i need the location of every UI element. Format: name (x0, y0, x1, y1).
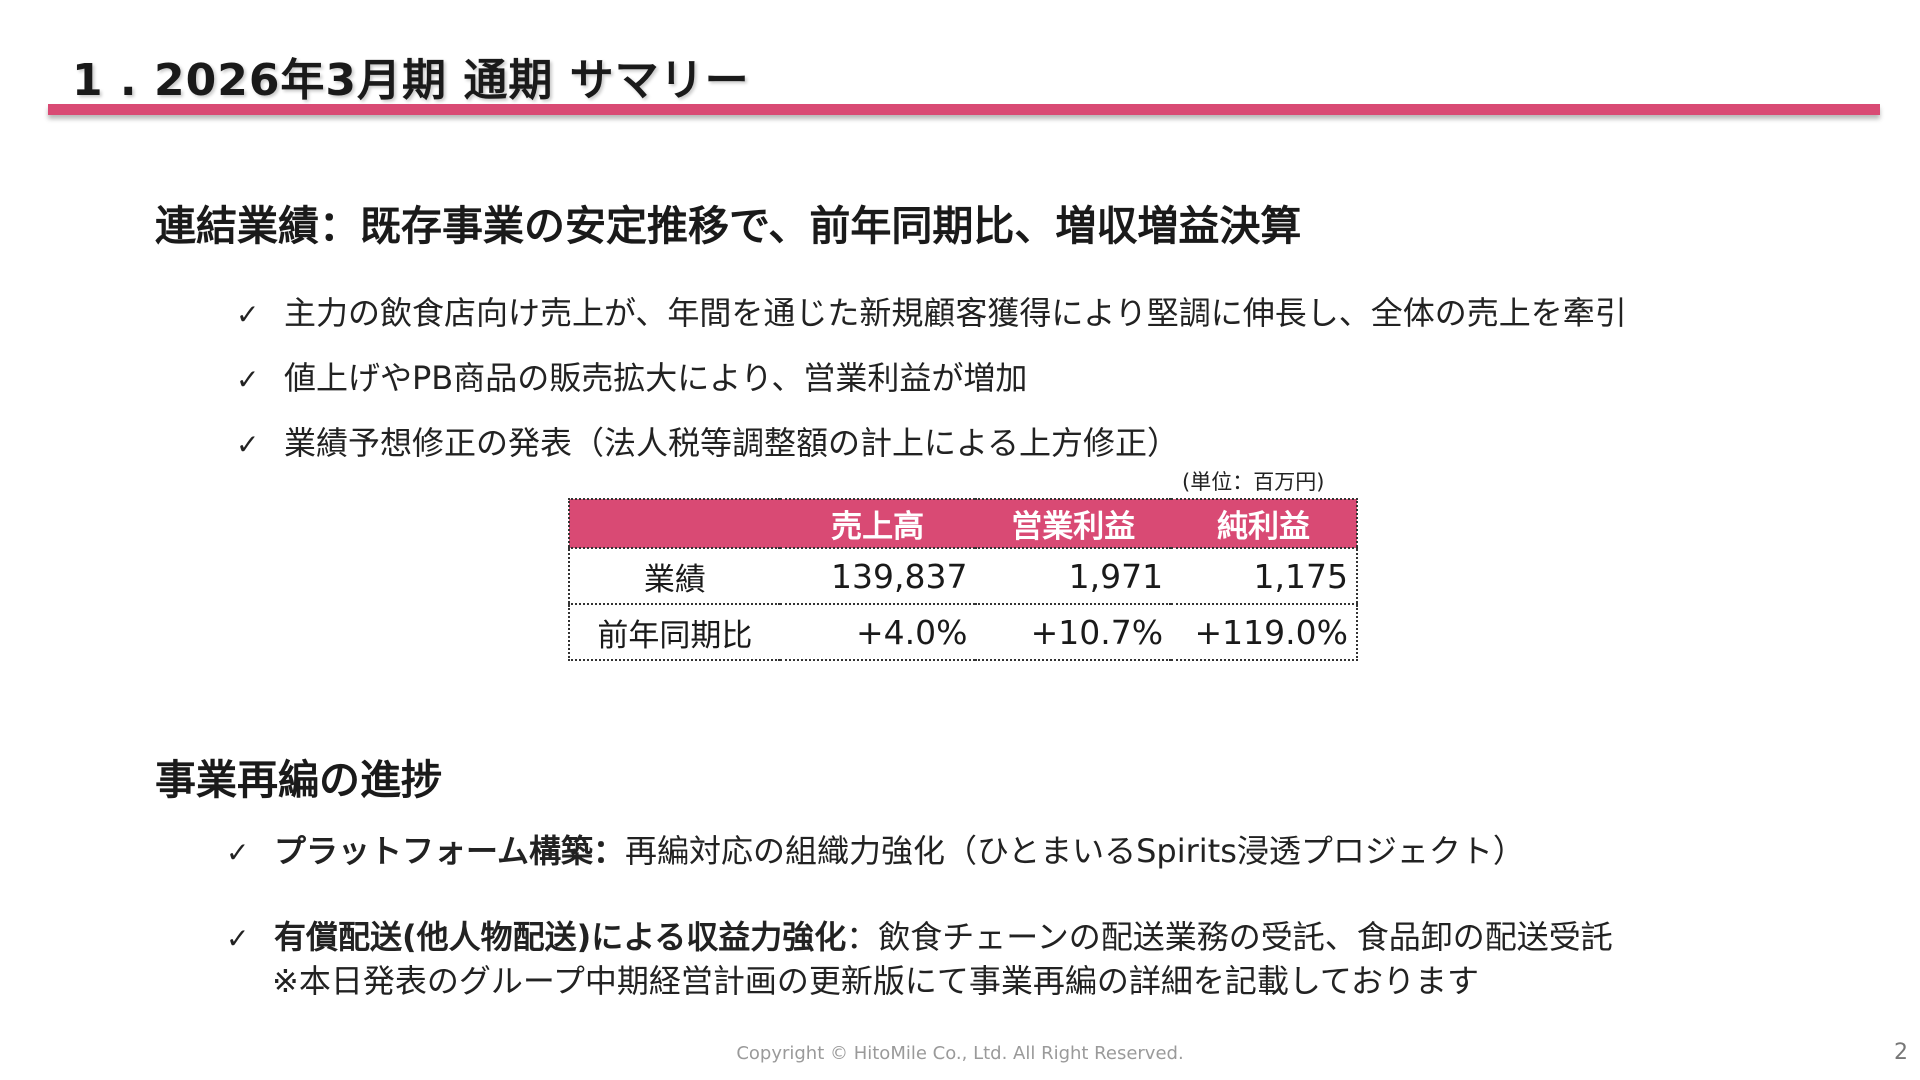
cell-net-profit: +119.0% (1171, 603, 1357, 660)
unit-note: (単位：百万円) (1182, 470, 1325, 494)
row-label: 業績 (569, 547, 780, 604)
check-icon: ✓ (236, 298, 260, 331)
bullet-text: ：飲食チェーンの配送業務の受託、食品卸の配送受託 (846, 918, 1613, 956)
check-icon: ✓ (226, 922, 250, 955)
results-table: 売上高 営業利益 純利益 業績 139,837 1,971 1,175 前年同期… (568, 498, 1358, 661)
table-header-blank (569, 499, 780, 548)
copyright-footer: Copyright © HitoMile Co., Ltd. All Right… (736, 1043, 1184, 1064)
check-icon: ✓ (226, 836, 250, 869)
row-label: 前年同期比 (569, 603, 780, 660)
section-heading-consolidated-results: 連結業績：既存事業の安定推移で、前年同期比、増収増益決算 (155, 202, 1302, 250)
check-icon: ✓ (236, 363, 260, 396)
table-row: 前年同期比 +4.0% +10.7% +119.0% (569, 603, 1357, 660)
bullet-item: ✓ 主力の飲食店向け売上が、年間を通じた新規顧客獲得により堅調に伸長し、全体の売… (236, 288, 1627, 334)
table-header-operating-profit: 営業利益 (975, 499, 1172, 548)
cell-net-profit: 1,175 (1171, 547, 1357, 604)
table-row: 業績 139,837 1,971 1,175 (569, 547, 1357, 604)
bullet-item: ✓ 値上げやPB商品の販売拡大により、営業利益が増加 (236, 353, 1027, 399)
bullet-note: ※本日発表のグループ中期経営計画の更新版にて事業再編の詳細を記載しております (272, 962, 1479, 1000)
bullet-bold-label: プラットフォーム構築： (274, 832, 626, 870)
bullet-item: ✓ プラットフォーム構築：再編対応の組織力強化（ひとまいるSpirits浸透プロジ… (226, 826, 1525, 872)
bullet-item: ✓ 有償配送(他人物配送)による収益力強化：飲食チェーンの配送業務の受託、食品卸の… (226, 912, 1613, 958)
check-icon: ✓ (236, 428, 260, 461)
section-heading-restructuring-progress: 事業再編の進捗 (155, 756, 442, 804)
title-underline (48, 104, 1880, 115)
cell-sales: +4.0% (779, 603, 976, 660)
bullet-text: 再編対応の組織力強化（ひとまいるSpirits浸透プロジェクト） (625, 832, 1525, 870)
bullet-bold-label: 有償配送(他人物配送)による収益力強化 (274, 918, 847, 956)
bullet-text: 業績予想修正の発表（法人税等調整額の計上による上方修正） (284, 424, 1180, 462)
bullet-text: 値上げやPB商品の販売拡大により、営業利益が増加 (284, 359, 1028, 397)
cell-operating-profit: 1,971 (975, 547, 1172, 604)
bullet-item: ✓ 業績予想修正の発表（法人税等調整額の計上による上方修正） (236, 418, 1179, 464)
table-header-net-profit: 純利益 (1171, 499, 1357, 548)
table-header-sales: 売上高 (779, 499, 976, 548)
page-number: 2 (1894, 1040, 1908, 1065)
table-header-row: 売上高 営業利益 純利益 (569, 499, 1357, 548)
slide-title: 1 . 2026年3月期 通期 サマリー (72, 55, 750, 106)
bullet-text: 主力の飲食店向け売上が、年間を通じた新規顧客獲得により堅調に伸長し、全体の売上を… (284, 294, 1627, 332)
cell-operating-profit: +10.7% (975, 603, 1172, 660)
cell-sales: 139,837 (779, 547, 976, 604)
